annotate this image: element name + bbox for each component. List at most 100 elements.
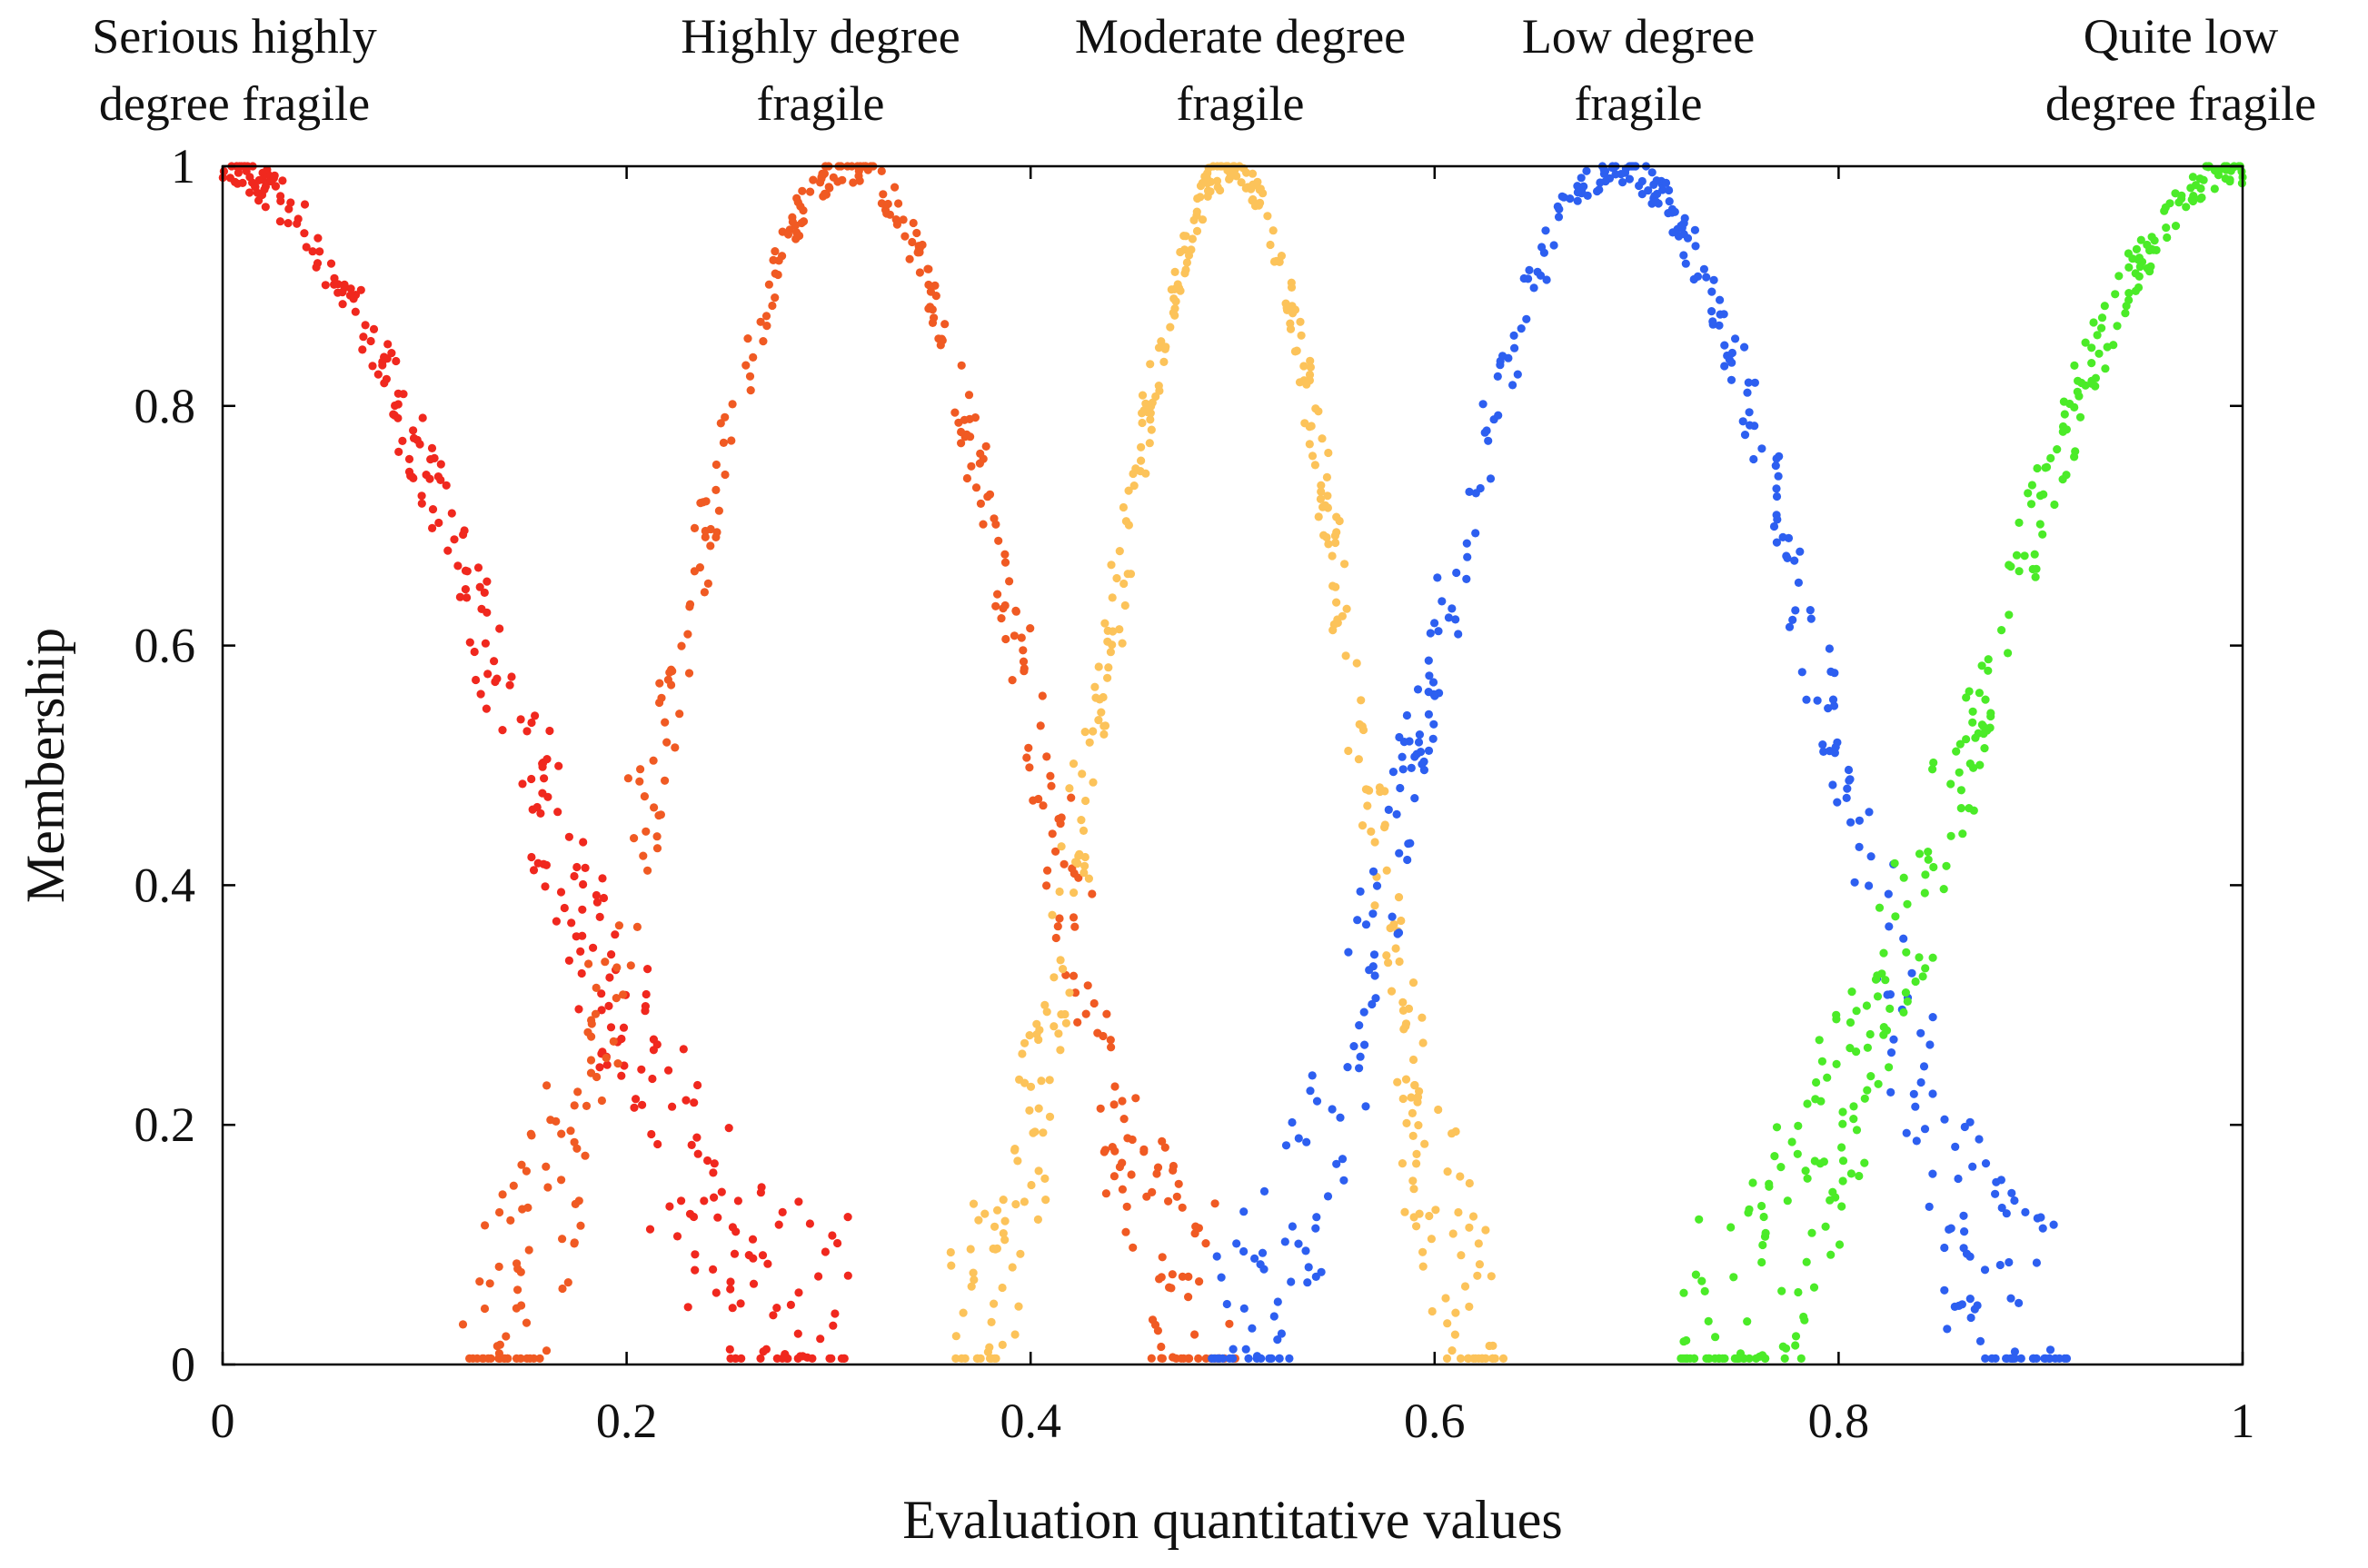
data-point xyxy=(1026,624,1035,633)
data-point xyxy=(1838,1176,1847,1186)
data-point xyxy=(1041,1196,1050,1205)
data-point xyxy=(971,483,981,492)
data-point xyxy=(2152,245,2161,254)
data-point xyxy=(278,176,287,185)
data-point xyxy=(525,1354,534,1363)
data-point xyxy=(797,218,806,228)
data-point xyxy=(1454,630,1463,639)
data-point xyxy=(1555,204,1564,213)
series-1-points xyxy=(218,162,852,1363)
data-point xyxy=(1045,1112,1055,1121)
data-point xyxy=(1418,1247,1428,1256)
data-point xyxy=(617,1034,626,1044)
data-point xyxy=(1831,742,1840,752)
data-point xyxy=(786,1300,796,1309)
data-point xyxy=(1408,978,1418,987)
data-point xyxy=(1750,378,1759,387)
data-point xyxy=(482,704,492,713)
data-point xyxy=(1170,304,1179,313)
data-point xyxy=(2024,489,2033,498)
data-point xyxy=(481,639,491,648)
data-point xyxy=(1040,1000,1050,1009)
data-point xyxy=(999,1196,1008,1205)
data-point xyxy=(1855,816,1864,825)
data-point xyxy=(1408,1176,1418,1186)
data-point xyxy=(517,1160,526,1169)
data-point xyxy=(1167,285,1176,294)
data-point xyxy=(1806,614,1816,623)
data-point xyxy=(1977,661,1986,670)
data-point xyxy=(1842,793,1851,803)
data-point xyxy=(2089,318,2098,327)
data-point xyxy=(1157,1273,1166,1282)
data-point xyxy=(1425,671,1434,680)
data-point xyxy=(1885,922,1894,931)
data-point xyxy=(2150,236,2159,245)
data-point xyxy=(563,1278,572,1287)
tick-layer: 0 0.2 0.4 0.6 0.8 1 0 0.2 0.4 0.6 0.8 1 xyxy=(134,139,2255,1448)
data-point xyxy=(219,167,228,176)
data-point xyxy=(1891,912,1900,921)
data-point xyxy=(1042,752,1051,761)
data-point xyxy=(598,1047,607,1057)
data-point xyxy=(2058,475,2067,484)
data-point xyxy=(877,166,886,175)
data-point xyxy=(1138,409,1147,418)
data-point xyxy=(507,672,516,681)
data-point xyxy=(1101,1189,1110,1198)
data-point xyxy=(925,303,935,312)
data-point xyxy=(604,1001,613,1010)
data-point xyxy=(1131,464,1140,473)
data-point xyxy=(554,761,563,770)
data-point xyxy=(1956,786,1965,795)
data-point xyxy=(1886,1048,1896,1057)
data-point xyxy=(578,931,587,940)
data-point xyxy=(1700,1286,1709,1295)
data-point xyxy=(524,1245,533,1255)
data-point xyxy=(518,779,527,789)
data-point xyxy=(991,1354,1000,1363)
data-point xyxy=(717,1187,726,1196)
data-point xyxy=(703,1156,712,1166)
data-point xyxy=(1761,1228,1770,1237)
data-point xyxy=(1772,484,1781,493)
data-point xyxy=(1465,1178,1474,1188)
data-point xyxy=(1146,415,1155,424)
data-point xyxy=(1690,225,1699,234)
data-point xyxy=(2111,290,2120,299)
data-point xyxy=(976,1354,985,1363)
data-point xyxy=(632,922,642,931)
data-point xyxy=(1263,212,1272,221)
data-point xyxy=(733,1196,743,1206)
data-point xyxy=(1471,529,1480,538)
data-point xyxy=(693,1080,702,1090)
data-point xyxy=(1911,1102,1920,1111)
data-point xyxy=(1715,321,1724,330)
data-point xyxy=(1883,990,1892,999)
x-tick-label: 1 xyxy=(2231,1394,2255,1448)
data-point xyxy=(1398,765,1408,774)
data-point xyxy=(774,1220,783,1229)
data-point xyxy=(2124,289,2134,298)
data-point xyxy=(605,973,614,982)
data-point xyxy=(1711,1333,1720,1342)
data-point xyxy=(966,432,975,442)
data-point xyxy=(1726,375,1736,384)
data-point xyxy=(490,657,499,666)
data-point xyxy=(1849,1102,1858,1111)
data-point xyxy=(1513,370,1522,379)
data-point xyxy=(1494,411,1503,420)
data-point xyxy=(1080,861,1089,870)
data-point xyxy=(1176,247,1185,257)
data-point xyxy=(333,280,343,289)
data-point xyxy=(1187,245,1196,254)
data-point xyxy=(758,1251,768,1260)
data-point xyxy=(570,871,579,881)
data-point xyxy=(665,668,674,677)
data-point xyxy=(691,1265,700,1275)
data-point xyxy=(1925,1040,1935,1049)
data-point xyxy=(642,989,651,999)
data-point xyxy=(1184,1354,1193,1363)
data-point xyxy=(749,1279,759,1288)
data-point xyxy=(475,1277,484,1286)
